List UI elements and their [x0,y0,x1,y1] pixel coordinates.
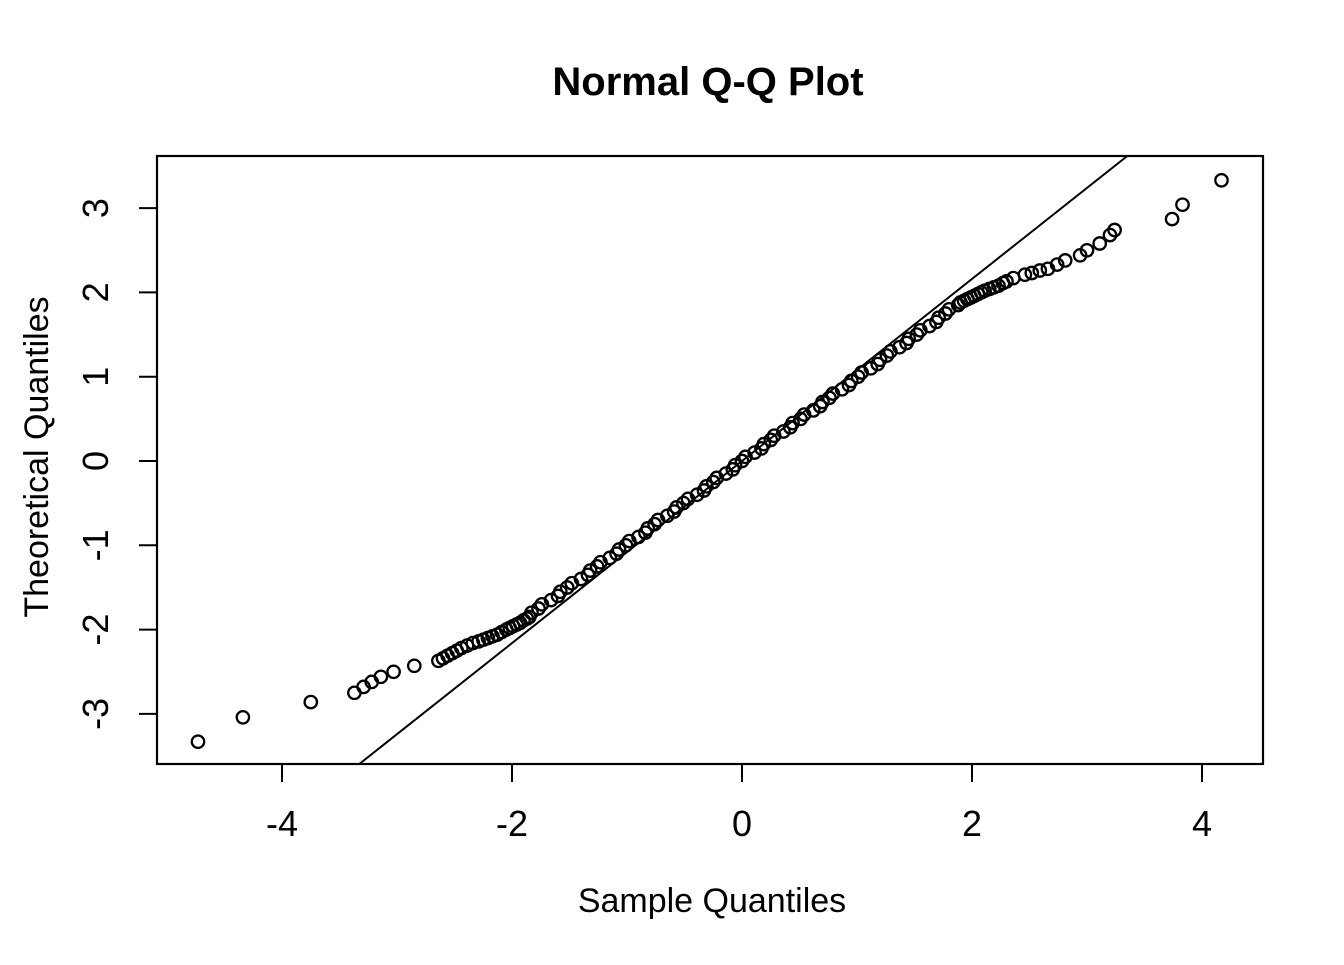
data-point [879,348,895,363]
plot-title: Normal Q-Q Plot [552,60,863,104]
data-point [1214,172,1229,188]
x-tick-label: 0 [732,803,752,844]
y-axis-tick-labels: -3 -2 -1 0 1 2 3 [75,198,116,730]
x-tick-label: -4 [266,803,298,844]
y-tick-label: 1 [75,367,116,387]
y-tick-label: 2 [75,282,116,302]
x-tick-label: 4 [1192,803,1212,844]
data-point [1079,242,1095,258]
x-axis-label: Sample Quantiles [578,882,846,920]
x-axis-ticks [281,764,1203,782]
data-point [1032,263,1048,278]
plot-box [155,154,1265,766]
y-tick-label: 0 [75,451,116,471]
data-point [531,601,546,616]
y-tick-label: -2 [75,614,116,646]
data-point [850,369,866,385]
y-tick-label: 3 [75,198,116,218]
data-point [938,306,953,321]
y-tick-label: -1 [75,529,116,561]
y-axis-ticks [139,207,157,715]
data-point [1057,253,1073,268]
data-point [734,453,750,469]
x-axis-tick-labels: -4 -2 0 2 4 [266,803,1212,844]
data-point [559,580,575,595]
data-point [589,559,605,574]
data-point [190,734,206,750]
data-points-layer [190,172,1229,750]
data-point [901,331,917,347]
data-point [373,669,389,685]
data-point [406,658,422,674]
data-point [618,537,634,553]
data-point [1092,236,1108,251]
y-axis-label: Theoretical Quantiles [18,296,56,617]
data-point [303,694,319,710]
data-point [235,709,251,725]
qq-reference-line [358,155,1128,765]
data-point [386,664,401,680]
data-point [1024,265,1040,281]
data-point [1107,222,1122,238]
data-point [705,474,721,490]
data-point [1049,257,1065,272]
y-tick-label: -3 [75,698,116,730]
data-point [1175,197,1190,213]
x-tick-label: 2 [962,803,982,844]
data-point [1017,267,1033,283]
x-tick-label: -2 [496,803,528,844]
data-point [785,415,800,431]
data-point [763,432,779,448]
data-point [999,274,1014,289]
data-point [1164,211,1180,227]
